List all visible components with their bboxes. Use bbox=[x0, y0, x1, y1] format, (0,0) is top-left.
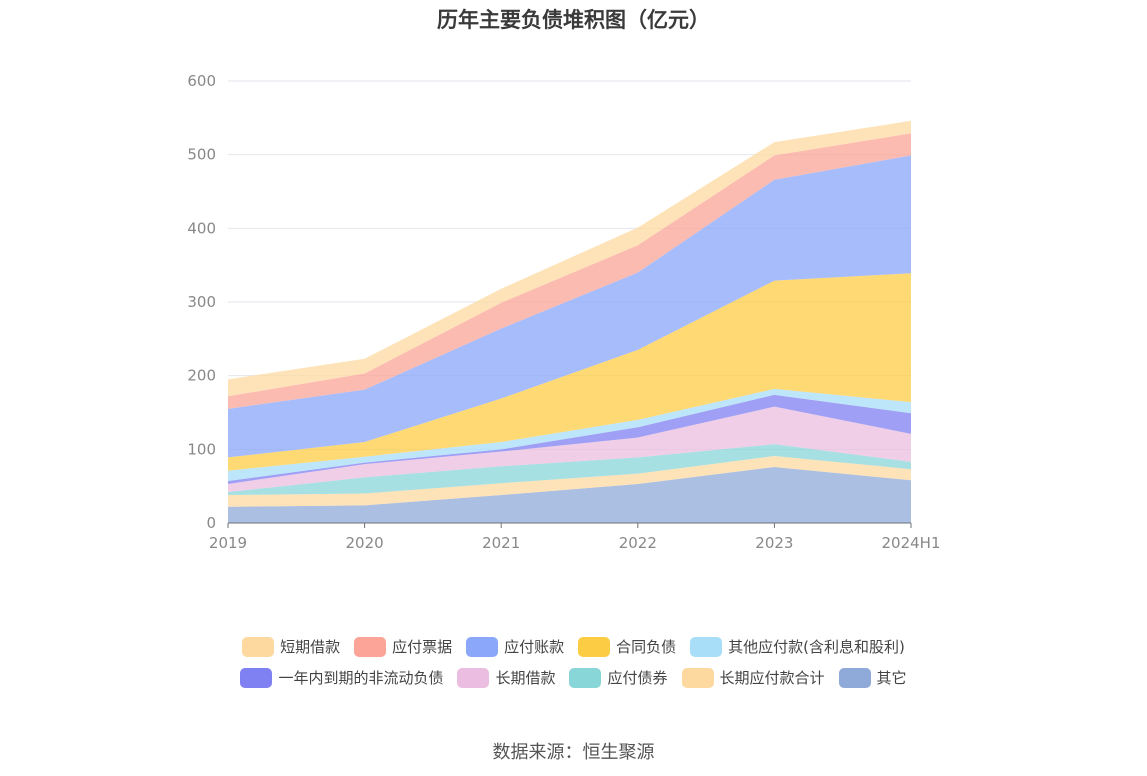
chart-title: 历年主要负债堆积图（亿元） bbox=[437, 8, 710, 32]
legend-row: 短期借款 应付票据 应付账款 合同负债 其他应付款(含利息和股利) bbox=[0, 636, 1147, 657]
legend-item[interactable]: 长期借款 bbox=[457, 667, 555, 688]
legend-label: 应付账款 bbox=[504, 638, 565, 656]
legend-item[interactable]: 短期借款 bbox=[242, 636, 340, 657]
legend-swatch bbox=[354, 636, 387, 657]
x-tick-label: 2023 bbox=[755, 534, 793, 552]
stacked-area-chart: 0 100 200 300 400 500 600 2019 2020 2021 2022 2023 2… bbox=[187, 72, 940, 552]
legend-label: 应付债券 bbox=[607, 669, 668, 687]
legend-row: 一年内到期的非流动负债 长期借款 应付债券 长期应付款合计 其它 bbox=[0, 667, 1147, 688]
y-tick-label: 300 bbox=[187, 293, 216, 311]
legend-label: 其它 bbox=[876, 669, 907, 687]
area-应付票据 bbox=[228, 133, 911, 409]
x-tick-label: 2020 bbox=[346, 534, 384, 552]
legend-label: 短期借款 bbox=[280, 638, 341, 656]
legend-item[interactable]: 长期应付款合计 bbox=[681, 667, 825, 688]
area-应付债券 bbox=[228, 444, 911, 496]
y-tick-label: 200 bbox=[187, 367, 216, 385]
area-一年内到期的非流动负债 bbox=[228, 394, 911, 484]
legend-swatch bbox=[240, 667, 273, 688]
legend-item[interactable]: 应付债券 bbox=[569, 667, 668, 688]
legend-item[interactable]: 合同负债 bbox=[578, 636, 676, 657]
y-tick-label: 400 bbox=[187, 219, 216, 237]
legend-item[interactable]: 应付账款 bbox=[466, 636, 564, 657]
area-其它 bbox=[228, 467, 911, 523]
x-tick-label: 2021 bbox=[482, 534, 520, 552]
area-其他应付款(含利息和股利) bbox=[228, 388, 911, 482]
legend-swatch bbox=[457, 667, 490, 688]
legend-swatch bbox=[838, 667, 871, 688]
area-应付账款 bbox=[228, 155, 911, 458]
legend: 短期借款 应付票据 应付账款 合同负债 其他应付款(含利息和股利) 一年内到期的非流动负债… bbox=[0, 636, 1147, 698]
legend-swatch bbox=[681, 667, 714, 688]
area-长期借款 bbox=[228, 406, 911, 493]
axes: 0 100 200 300 400 500 600 2019 2020 2021 2022 2023 2… bbox=[187, 72, 940, 552]
y-tick-label: 500 bbox=[187, 146, 216, 164]
legend-item[interactable]: 应付票据 bbox=[354, 636, 452, 657]
legend-item[interactable]: 其他应付款(含利息和股利) bbox=[690, 636, 905, 657]
legend-label: 长期应付款合计 bbox=[719, 669, 825, 687]
legend-label: 应付票据 bbox=[392, 638, 453, 656]
legend-swatch bbox=[569, 667, 602, 688]
x-tick-label: 2024H1 bbox=[882, 534, 941, 552]
legend-item[interactable]: 其它 bbox=[838, 667, 907, 688]
area-合同负债 bbox=[228, 273, 911, 471]
legend-swatch bbox=[242, 636, 275, 657]
legend-label: 一年内到期的非流动负债 bbox=[278, 669, 444, 687]
area-series bbox=[228, 120, 911, 523]
legend-item[interactable]: 一年内到期的非流动负债 bbox=[240, 667, 443, 688]
y-tick-label: 0 bbox=[206, 514, 216, 532]
x-tick-label: 2022 bbox=[619, 534, 657, 552]
legend-label: 其他应付款(含利息和股利) bbox=[728, 638, 905, 656]
legend-swatch bbox=[578, 636, 611, 657]
area-长期应付款合计 bbox=[228, 455, 911, 507]
x-tick-label: 2019 bbox=[209, 534, 247, 552]
legend-label: 长期借款 bbox=[495, 669, 556, 687]
legend-swatch bbox=[466, 636, 499, 657]
data-source-note: 数据来源：恒生聚源 bbox=[492, 742, 655, 763]
legend-label: 合同负债 bbox=[616, 638, 677, 656]
area-短期借款 bbox=[228, 120, 911, 397]
y-tick-label: 100 bbox=[187, 440, 216, 458]
y-tick-label: 600 bbox=[187, 72, 216, 90]
legend-swatch bbox=[690, 636, 723, 657]
